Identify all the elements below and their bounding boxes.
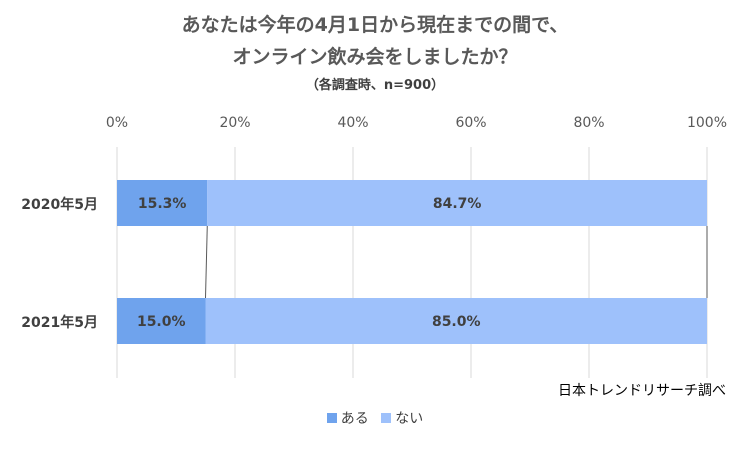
legend-swatch-nai (381, 413, 392, 423)
x-tick-label: 80% (573, 115, 604, 131)
chart-subtitle: （各調査時、n=900） (305, 78, 445, 93)
x-tick-label: 60% (455, 115, 486, 131)
bar-segment (207, 180, 707, 226)
chart-title-line1: あなたは今年の4月1日から現在までの間で、 (181, 14, 569, 36)
legend-swatch-aru (326, 413, 337, 423)
legend-label-nai: ない (395, 411, 424, 427)
legend-label-aru: ある (340, 411, 369, 427)
x-tick-label: 20% (219, 115, 250, 131)
bar-segment (117, 180, 208, 226)
chart-title-line2: オンライン飲み会をしましたか？ (232, 46, 518, 68)
x-tick-label: 40% (337, 115, 368, 131)
category-label: 2020年5月 (21, 196, 98, 213)
x-tick-label: 0% (106, 115, 128, 131)
category-label: 2021年5月 (21, 314, 98, 331)
series-line (205, 225, 208, 299)
data-label: 15.3% (138, 196, 187, 212)
data-label: 15.0% (137, 314, 186, 330)
data-label: 84.7% (433, 196, 482, 212)
legend-item-aru: ある (326, 408, 369, 428)
legend-item-nai: ない (381, 408, 423, 428)
bar-segment (205, 298, 707, 344)
legend: ある ない (0, 408, 750, 428)
source-note: 日本トレンドリサーチ調べ (558, 383, 726, 399)
x-tick-label: 100% (687, 115, 727, 131)
bar-segment (117, 298, 206, 344)
data-label: 85.0% (432, 314, 481, 330)
